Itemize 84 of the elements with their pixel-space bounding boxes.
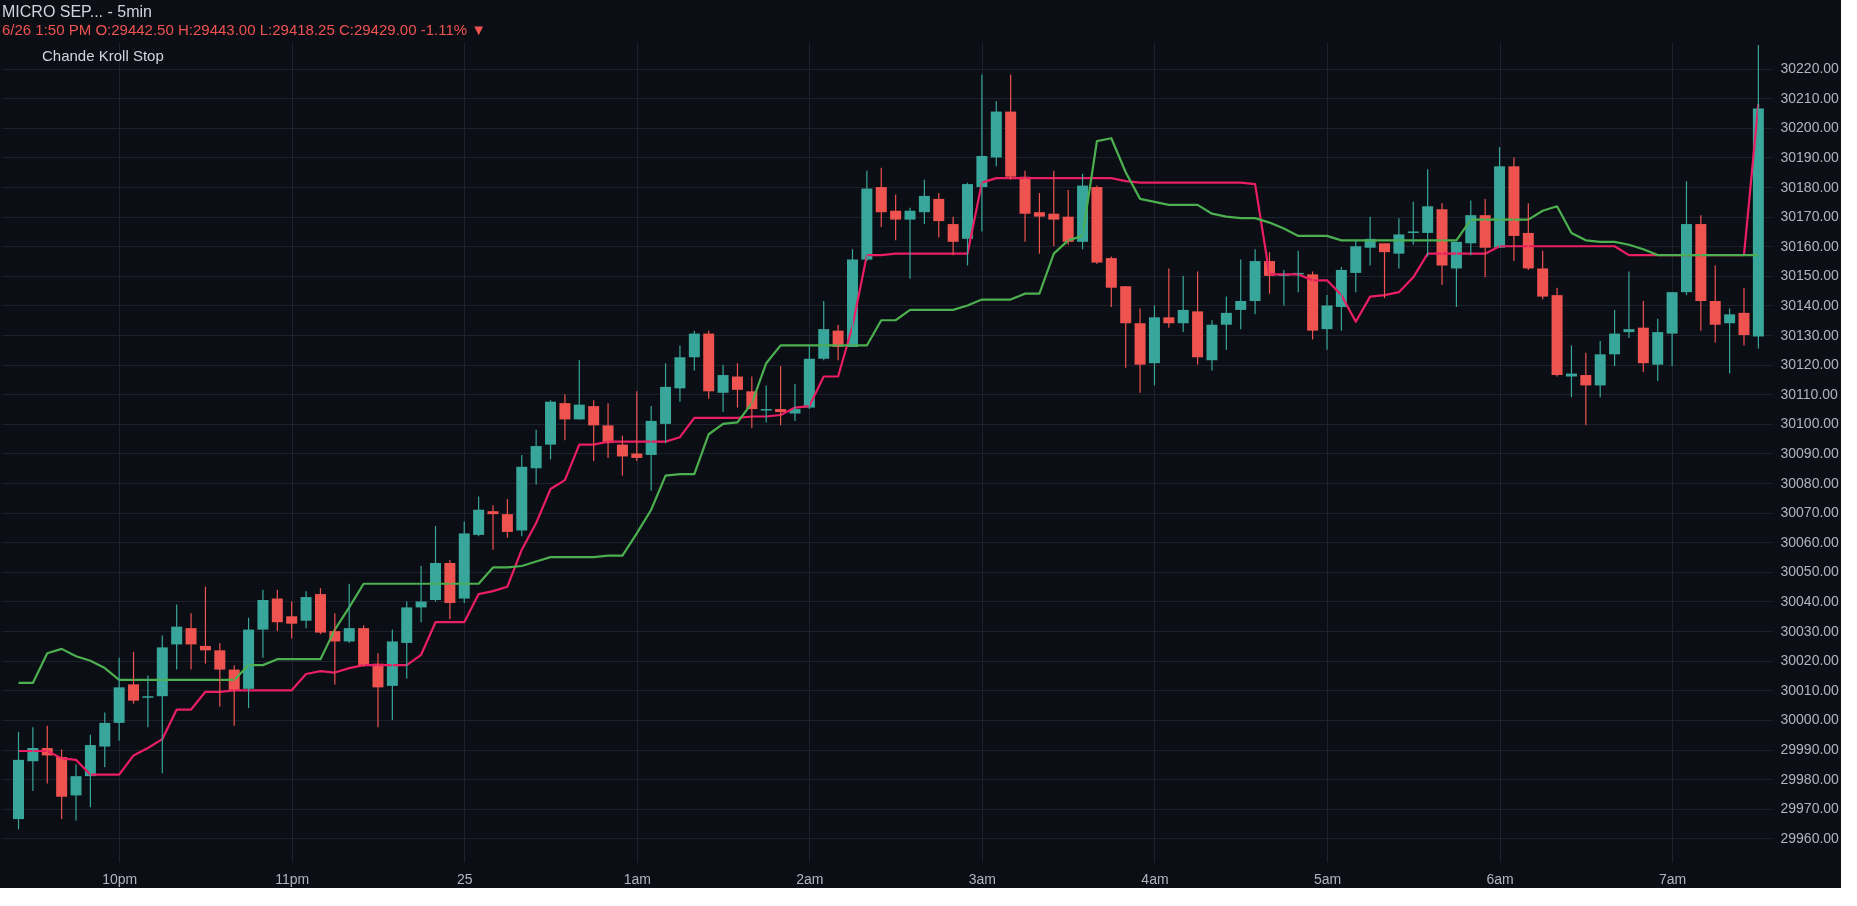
y-tick-label: 30050.00 (1780, 563, 1840, 580)
candlestick (545, 399, 557, 460)
candlestick (401, 600, 413, 680)
candlestick (760, 384, 772, 423)
candlestick (703, 330, 715, 400)
candlestick (1724, 307, 1736, 375)
x-tick-label: 1am (623, 870, 651, 887)
y-tick-label: 29960.00 (1780, 829, 1840, 846)
annotation: Chande Kroll Stop (42, 47, 164, 64)
x-tick-label: 5am (1313, 870, 1342, 887)
candlestick (1192, 270, 1204, 366)
candlestick (933, 192, 945, 238)
y-tick-label: 30190.00 (1780, 148, 1840, 165)
candlestick (1652, 318, 1664, 382)
candlestick (501, 498, 513, 539)
candlestick (1148, 304, 1160, 386)
x-tick-label: 6am (1486, 870, 1514, 887)
candlestick (1120, 285, 1132, 369)
candlestick (875, 167, 887, 228)
y-tick-label: 30000.00 (1780, 711, 1840, 728)
candlestick (1105, 256, 1117, 308)
candlestick (13, 731, 24, 831)
y-tick-label: 29980.00 (1780, 770, 1840, 787)
candlestick (516, 454, 528, 537)
y-tick-label: 30010.00 (1780, 681, 1840, 698)
candlestick (660, 362, 672, 444)
candlestick (1594, 340, 1606, 398)
y-tick-label: 30140.00 (1780, 296, 1840, 313)
x-tick-label: 10pm (102, 870, 138, 887)
x-tick-label: 25 (456, 870, 473, 887)
x-tick-label: 7am (1658, 870, 1687, 887)
candlestick (142, 674, 154, 728)
candlestick (631, 390, 643, 462)
candlestick (1407, 201, 1419, 246)
candlestick (1565, 344, 1577, 398)
candlestick (1235, 258, 1247, 330)
candlestick (1163, 267, 1175, 329)
candlestick (890, 193, 902, 241)
line-series (17, 103, 1760, 776)
candlestick (128, 651, 140, 705)
candlestick (1537, 250, 1549, 301)
chart-title: MICRO SEP... - 5min (2, 3, 152, 20)
y-tick-label: 30020.00 (1780, 652, 1840, 669)
candlestick (1220, 295, 1232, 351)
x-tick-label: 3am (968, 870, 997, 887)
x-tick-label: 11pm (275, 870, 310, 887)
y-tick-label: 30180.00 (1780, 178, 1840, 195)
candlestick (1422, 168, 1434, 258)
y-tick-label: 30080.00 (1780, 474, 1840, 491)
candlestick (113, 657, 125, 742)
candlestick (1379, 242, 1391, 299)
candlestick (214, 642, 226, 708)
chart-subtitle: 6/26 1:50 PM O:29442.50 H:29443.00 L:29418.25 C:29429.00 -1.11% ▼ (2, 21, 487, 38)
y-tick-label: 30120.00 (1780, 356, 1840, 373)
y-tick-label: 30070.00 (1780, 504, 1840, 521)
candlestick (1033, 192, 1045, 255)
y-tick-label: 30210.00 (1780, 89, 1840, 106)
candlestick (1350, 239, 1362, 293)
y-tick-label: 30220.00 (1780, 60, 1840, 77)
candlestick (1709, 264, 1721, 344)
candlestick (588, 399, 600, 462)
y-tick-label: 30040.00 (1780, 592, 1840, 609)
y-tick-label: 30110.00 (1780, 385, 1839, 402)
y-tick-label: 30060.00 (1780, 533, 1840, 550)
y-tick-label: 29990.00 (1780, 741, 1840, 758)
candlestick (314, 587, 326, 635)
candlestick (99, 711, 111, 768)
candlestick (530, 429, 542, 486)
y-tick-label: 30200.00 (1780, 119, 1840, 136)
y-tick-label: 30160.00 (1780, 237, 1840, 254)
y-tick-label: 30130.00 (1780, 326, 1840, 343)
y-tick-label: 30150.00 (1780, 267, 1840, 284)
y-tick-label: 30090.00 (1780, 444, 1840, 461)
candlestick (473, 495, 485, 537)
y-tick-label: 29970.00 (1780, 800, 1840, 817)
candlestick (1005, 73, 1017, 181)
x-tick-label: 4am (1141, 870, 1169, 887)
candlestick (286, 600, 298, 640)
y-tick-label: 30170.00 (1780, 208, 1840, 225)
x-tick-label: 2am (796, 870, 824, 887)
y-tick-label: 30100.00 (1780, 415, 1840, 432)
candlestick (1637, 300, 1649, 373)
candlestick (1048, 170, 1060, 247)
y-tick-label: 30030.00 (1780, 622, 1840, 639)
